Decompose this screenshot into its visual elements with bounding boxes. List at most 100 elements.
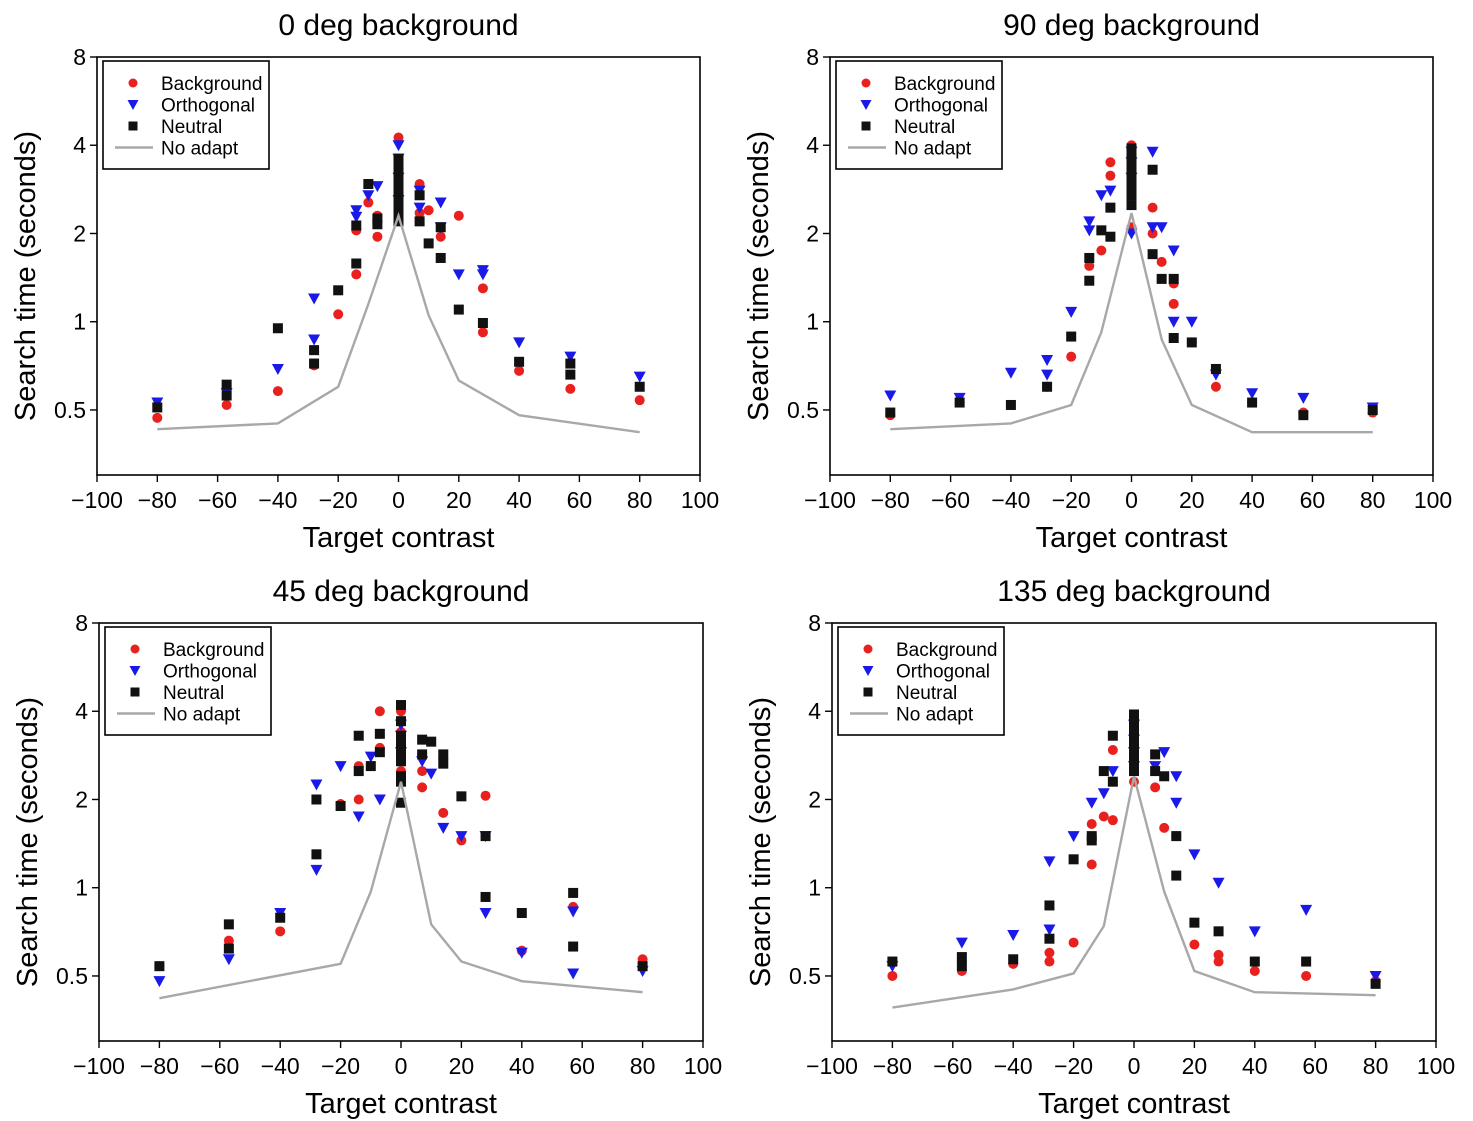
point-background [1098,811,1109,822]
legend-label: Orthogonal [163,662,257,683]
x-tick-label: 40 [1239,487,1265,513]
legend-label: No adapt [896,705,974,726]
point-neutral [309,358,320,369]
x-tick-label: 60 [569,1053,595,1079]
point-neutral [954,397,965,408]
point-orthogonal [308,293,321,305]
point-neutral [1129,709,1139,720]
point-neutral [1247,397,1258,408]
point-neutral [1370,978,1381,989]
legend-box [104,626,272,736]
point-neutral [374,728,385,739]
point-neutral [1126,157,1137,168]
point-neutral [423,238,434,249]
legend-box [837,626,1005,736]
point-background [353,794,364,805]
point-neutral [393,162,404,173]
y-tick-label: 1 [73,309,86,335]
y-axis-label: Search time (seconds) [745,697,777,987]
point-neutral [435,252,446,263]
point-background [514,365,525,376]
point-orthogonal [633,371,646,383]
point-neutral [1189,917,1200,928]
point-orthogonal [362,190,375,202]
point-background [1213,956,1224,967]
point-neutral [1186,337,1197,348]
point-neutral [396,771,406,782]
x-axis-label: Target contrast [1038,1088,1230,1120]
point-orthogonal [1041,369,1054,381]
point-orthogonal [1170,797,1183,809]
point-neutral [1098,766,1109,777]
point-neutral [477,318,488,329]
point-neutral [393,153,404,164]
point-neutral [353,766,364,777]
point-neutral [1105,231,1116,242]
x-tick-label: 80 [1363,1053,1389,1079]
point-neutral [426,736,437,747]
point-neutral [1298,410,1309,421]
x-tick-label: −80 [140,1053,179,1079]
point-neutral [1126,181,1137,192]
point-neutral [1367,404,1378,415]
legend-label: Background [894,74,995,95]
point-background [1168,298,1179,309]
point-background [634,395,645,406]
point-neutral [480,831,491,842]
point-neutral [1301,956,1312,967]
point-neutral [1005,399,1016,410]
point-orthogonal [334,761,347,773]
point-neutral [393,179,404,190]
point-orthogonal [1065,306,1078,318]
x-tick-label: 20 [1182,1053,1208,1079]
point-orthogonal [1188,849,1201,861]
point-neutral [393,185,404,196]
point-background [1044,947,1055,958]
legend-box [835,60,1003,170]
x-tick-label: 100 [1414,487,1452,513]
point-orthogonal [1146,146,1159,158]
point-neutral [1129,716,1139,727]
point-orthogonal [513,337,526,349]
point-orthogonal [476,269,489,281]
point-orthogonal [1146,222,1159,234]
legend-marker-background [128,78,138,88]
legend-marker-orthogonal [129,666,141,676]
y-tick-label: 4 [73,132,86,158]
point-orthogonal [1297,392,1310,404]
point-orthogonal [352,811,365,823]
point-neutral [396,730,406,741]
x-tick-label: −40 [991,487,1030,513]
x-tick-label: 80 [1360,487,1386,513]
x-tick-label: −100 [806,1053,858,1079]
point-background [1210,381,1221,392]
point-background [275,926,286,937]
plot-data [884,140,1379,434]
point-orthogonal [413,202,426,214]
x-tick-label: −100 [804,487,856,513]
x-tick-label: −60 [198,487,237,513]
point-background [477,327,488,338]
point-neutral [396,797,406,808]
point-background [1249,965,1260,976]
x-tick-label: −60 [200,1053,239,1079]
point-neutral [351,258,362,269]
x-tick-label: 40 [1242,1053,1268,1079]
legend-box [102,60,270,170]
point-neutral [1147,164,1158,175]
point-background [272,386,283,397]
point-background [1147,228,1158,239]
point-background [417,782,428,793]
legend-marker-neutral [863,687,873,697]
point-background [453,210,464,221]
chart-title: 135 deg background [997,575,1271,608]
point-orthogonal [1004,367,1017,379]
point-neutral [417,734,428,745]
point-neutral [1150,749,1161,760]
point-neutral [1129,756,1139,767]
x-tick-label: 80 [630,1053,656,1079]
point-background [1105,157,1116,168]
point-orthogonal [884,390,897,402]
point-neutral [414,216,425,227]
